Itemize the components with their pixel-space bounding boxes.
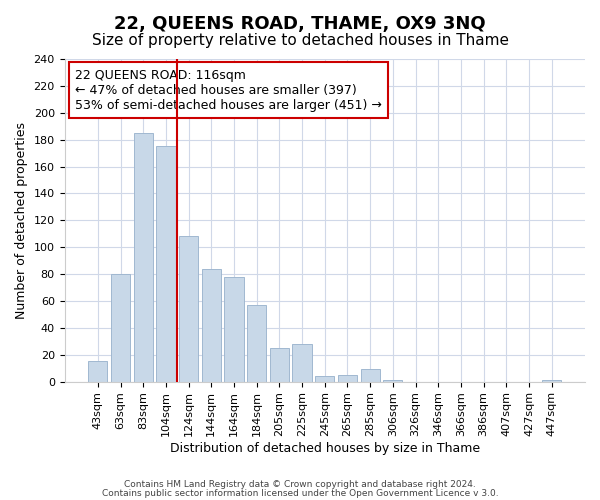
Bar: [224, 277, 244, 382]
Text: Size of property relative to detached houses in Thame: Size of property relative to detached ho…: [91, 32, 509, 48]
Bar: [315, 376, 334, 382]
Bar: [292, 344, 312, 382]
Bar: [111, 274, 130, 382]
Bar: [156, 146, 176, 382]
Bar: [134, 133, 153, 382]
Bar: [338, 375, 357, 382]
Bar: [247, 305, 266, 382]
Bar: [88, 362, 107, 382]
Text: Contains HM Land Registry data © Crown copyright and database right 2024.: Contains HM Land Registry data © Crown c…: [124, 480, 476, 489]
Y-axis label: Number of detached properties: Number of detached properties: [15, 122, 28, 319]
Text: Contains public sector information licensed under the Open Government Licence v : Contains public sector information licen…: [101, 489, 499, 498]
X-axis label: Distribution of detached houses by size in Thame: Distribution of detached houses by size …: [170, 442, 480, 455]
Bar: [361, 370, 380, 382]
Text: 22, QUEENS ROAD, THAME, OX9 3NQ: 22, QUEENS ROAD, THAME, OX9 3NQ: [114, 15, 486, 33]
Bar: [179, 236, 198, 382]
Text: 22 QUEENS ROAD: 116sqm
← 47% of detached houses are smaller (397)
53% of semi-de: 22 QUEENS ROAD: 116sqm ← 47% of detached…: [75, 68, 382, 112]
Bar: [202, 268, 221, 382]
Bar: [383, 380, 403, 382]
Bar: [270, 348, 289, 382]
Bar: [542, 380, 562, 382]
